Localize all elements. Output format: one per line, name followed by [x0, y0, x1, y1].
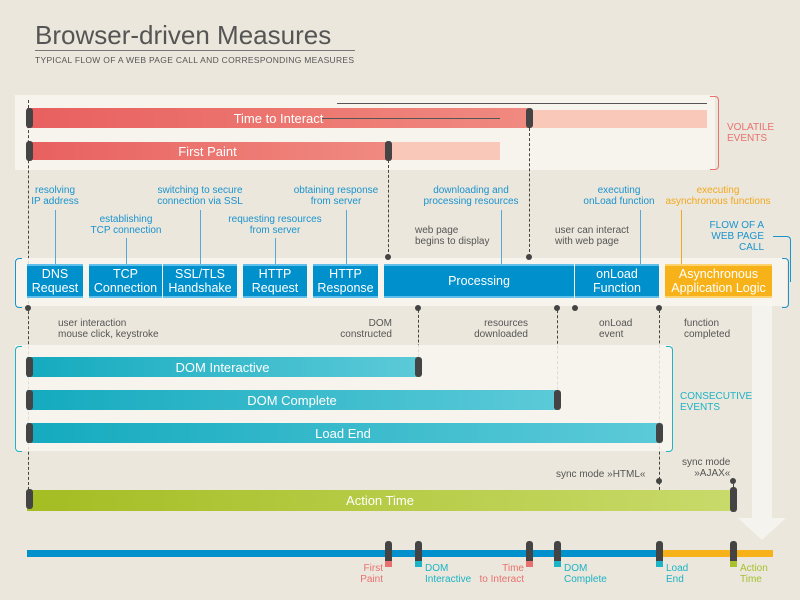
timeline-marker: [730, 541, 737, 567]
marker: [26, 108, 33, 128]
step-async-logic: Asynchronous Application Logic: [665, 264, 772, 298]
timeline-marker: [554, 541, 561, 567]
step-dns-request: DNS Request: [27, 264, 83, 298]
title-rule: [35, 50, 355, 51]
step-http-response: HTTP Response: [313, 264, 378, 298]
volatile-label: VOLATILE EVENTS: [727, 122, 775, 144]
note-user-can-interact: user can interact with web page: [555, 225, 629, 247]
timeline-label: Action Time: [740, 563, 768, 585]
note-processing: downloading and processing resources: [423, 185, 519, 207]
page-title: Browser-driven Measures: [35, 20, 332, 50]
tti-range-arrow: [337, 103, 707, 104]
timeline-async-segment: [659, 550, 773, 557]
timeline-label: Time to Interact: [479, 563, 524, 585]
load-end-bar: Load End: [27, 423, 659, 443]
timeline-label: DOM Interactive: [425, 563, 472, 585]
first-paint-bar: First Paint: [27, 142, 388, 160]
flow-label: FLOW OF A WEB PAGE CALL: [709, 220, 764, 253]
timeline-marker: [415, 541, 422, 567]
page-subtitle: TYPICAL FLOW OF A WEB PAGE CALL AND CORR…: [35, 55, 355, 65]
note-begins-display: web page begins to display: [415, 225, 490, 247]
marker: [385, 141, 392, 161]
fp-extension: [388, 142, 500, 160]
tti-extension: [530, 110, 707, 128]
note-tcp: establishing TCP connection: [90, 214, 162, 236]
note-onload: executing onLoad function: [583, 185, 655, 207]
note-dom-constructed: DOM constructed: [340, 318, 392, 340]
sync-html-note: sync mode »HTML«: [556, 469, 646, 480]
timeline-marker: [526, 541, 533, 567]
note-async: executing asynchronous functions: [665, 185, 771, 207]
note-function-completed: function completed: [684, 318, 731, 340]
dom-complete-bar: DOM Complete: [27, 390, 557, 410]
note-http-response: obtaining response from server: [293, 185, 379, 207]
note-ssl: switching to secure connection via SSL: [157, 185, 243, 207]
marker: [526, 108, 533, 128]
volatile-bracket: [710, 96, 719, 170]
step-tcp-connection: TCP Connection: [89, 264, 162, 298]
dom-interactive-bar: DOM Interactive: [27, 357, 418, 377]
action-time-bar: Action Time: [27, 490, 733, 511]
step-http-request: HTTP Request: [243, 264, 307, 298]
timeline-label: Load End: [666, 563, 689, 585]
timeline-label: First Paint: [360, 563, 383, 585]
down-arrow-icon: [752, 300, 772, 520]
note-dns: resolving IP address: [31, 185, 79, 207]
down-arrow-head: [738, 518, 786, 540]
fp-range-arrow: [322, 118, 500, 119]
note-resources-downloaded: resources downloaded: [474, 318, 528, 340]
consecutive-label: CONSECUTIVE EVENTS: [680, 391, 753, 413]
note-http-request: requesting resources from server: [228, 214, 322, 236]
marker: [26, 141, 33, 161]
timeline-label: DOM Complete: [564, 563, 607, 585]
step-onload-function: onLoad Function: [575, 264, 659, 298]
timeline-axis: [27, 550, 659, 557]
step-ssl-handshake: SSL/TLS Handshake: [163, 264, 237, 298]
timeline-marker: [385, 541, 392, 567]
flow-bracket: [782, 258, 789, 308]
note-onload-event: onLoad event: [599, 318, 633, 340]
step-processing: Processing: [384, 264, 574, 298]
time-to-interact-bar: Time to Interact: [27, 108, 530, 128]
note-user-interaction: user interaction mouse click, keystroke: [58, 318, 159, 340]
sync-ajax-note: sync mode »AJAX«: [682, 457, 731, 479]
timeline-marker: [656, 541, 663, 567]
